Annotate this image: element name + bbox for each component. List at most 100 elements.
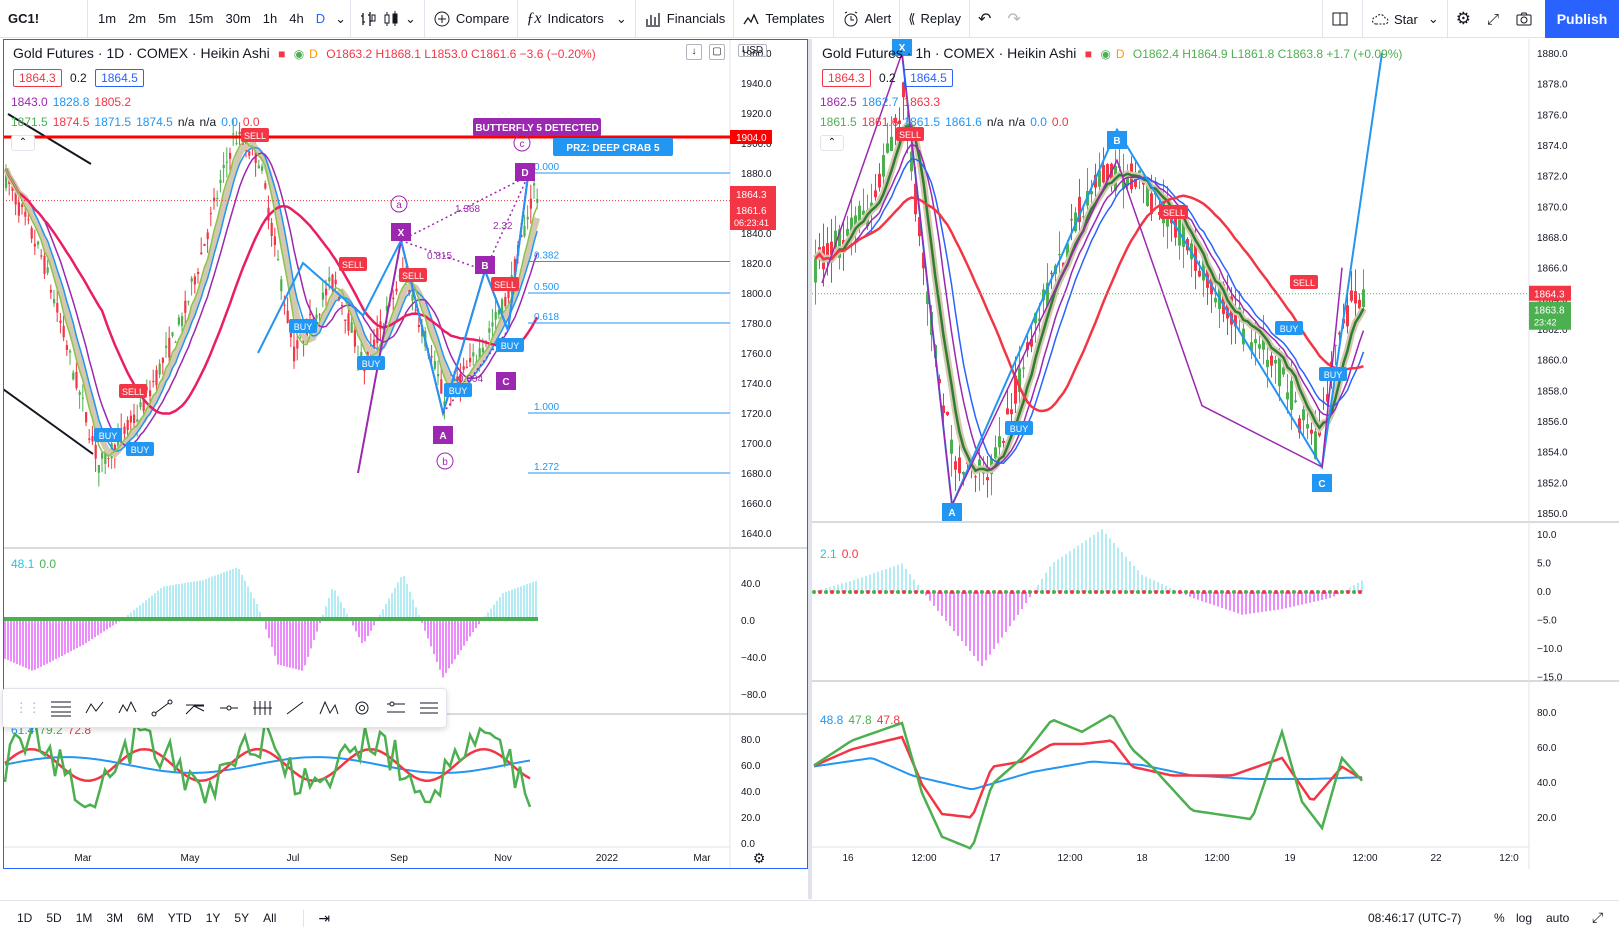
range-6m[interactable]: 6M	[137, 911, 154, 925]
timeframe-30m[interactable]: 30m	[225, 11, 251, 26]
abcd-pattern-tool-icon[interactable]	[78, 693, 111, 723]
range-3m[interactable]: 3M	[106, 911, 124, 925]
left-chart-canvas[interactable]: 1960.01940.01920.01900.01880.01860.01840…	[3, 39, 808, 899]
left-symbol-title[interactable]: Gold Futures · 1D · COMEX · Heikin Ashi	[13, 45, 270, 61]
parallel-channel-tool-icon[interactable]	[379, 693, 412, 723]
sell-price-box[interactable]: 1864.3	[13, 69, 62, 87]
financials-button[interactable]: Financials	[636, 0, 735, 38]
range-5y[interactable]: 5Y	[234, 911, 250, 925]
candle-body	[152, 380, 155, 383]
range-5d[interactable]: 5D	[46, 911, 62, 925]
elliott-wave-tool-icon[interactable]	[111, 693, 144, 723]
timeframe-15m[interactable]: 15m	[188, 11, 214, 26]
compare-button[interactable]: Compare	[425, 0, 519, 38]
osc-zero-dot	[1106, 590, 1110, 594]
left-chart-pane[interactable]: 1960.01940.01920.01900.01880.01860.01840…	[3, 39, 808, 899]
undo-button[interactable]: ↶	[970, 0, 999, 38]
chevron-down-icon[interactable]: ⌄	[335, 10, 347, 26]
horizontal-ray-tool-icon[interactable]	[212, 693, 245, 723]
collapse-legend-button[interactable]: ⌃	[11, 135, 35, 151]
right-chart-pane[interactable]: 1880.0 1878.0 1876.0 1874.0 1872.0 1870.0 1868…	[812, 39, 1619, 899]
range-all[interactable]: All	[263, 911, 277, 925]
osc-zero-dot	[1052, 590, 1056, 594]
trend-line	[7, 113, 92, 165]
currency-select[interactable]: USD	[738, 44, 768, 57]
clock-label[interactable]: 08:46:17 (UTC-7)	[1368, 911, 1462, 925]
osc-zero-dot	[1082, 590, 1086, 594]
range-1m[interactable]: 1M	[75, 911, 93, 925]
osc-zero-dot	[1268, 590, 1272, 594]
replay-button[interactable]: ⟪ Replay	[900, 0, 970, 38]
layout-button[interactable]	[1322, 0, 1362, 38]
osc-tick-label: 0.0	[741, 616, 755, 627]
fib-retracement-tool-icon[interactable]	[44, 693, 77, 723]
price-tick-label: 1868.0	[1537, 233, 1568, 244]
range-ytd[interactable]: YTD	[167, 911, 192, 925]
osc-zero-dot	[1286, 590, 1290, 594]
drag-handle[interactable]: ⋮⋮	[14, 700, 41, 715]
scroll-down-button[interactable]: ↓	[686, 44, 702, 60]
sell-price-box[interactable]: 1864.3	[822, 69, 871, 87]
last-close-label: 1863.8	[1534, 306, 1565, 317]
buy-price-box[interactable]: 1864.5	[95, 69, 144, 87]
hline-price-label-bg	[730, 130, 772, 144]
settings-button[interactable]: ⚙	[1448, 0, 1479, 38]
fullscreen-button[interactable]: ⤢	[1479, 0, 1507, 38]
candle-body	[344, 319, 347, 322]
snapshot-button[interactable]	[1507, 0, 1546, 38]
templates-button[interactable]: Templates	[734, 0, 834, 38]
gann-fan-tool-icon[interactable]	[245, 693, 278, 723]
candle-body	[133, 414, 136, 424]
ray-tool-icon[interactable]	[279, 693, 312, 723]
timeframe-1m[interactable]: 1m	[98, 11, 117, 26]
candle-body	[59, 320, 62, 324]
collapse-legend-button[interactable]: ⌃	[820, 135, 844, 151]
pattern-point-label: B	[481, 261, 488, 272]
bottom-toolbar: 1D 5D 1M 3M 6M YTD 1Y 5Y All ⇥ 08:46:17 …	[0, 900, 1619, 935]
pane-divider[interactable]	[808, 39, 812, 899]
candle-body	[174, 341, 177, 343]
chevron-down-icon[interactable]: ⌄	[1427, 11, 1439, 26]
publish-button[interactable]: Publish	[1545, 0, 1619, 38]
buy-price-box[interactable]: 1864.5	[904, 69, 953, 87]
trend-line-tool-icon[interactable]	[145, 693, 178, 723]
timeframe-1h[interactable]: 1h	[262, 11, 278, 26]
candle-body	[1334, 345, 1337, 347]
candle-body	[350, 322, 353, 333]
save-star-button[interactable]: Star ⌄	[1362, 0, 1448, 38]
right-chart-canvas[interactable]: 1880.01878.01876.01874.01872.01870.01868…	[812, 39, 1619, 899]
chevron-down-icon[interactable]: ⌄	[405, 10, 416, 26]
alert-button[interactable]: Alert	[834, 0, 901, 38]
right-symbol-title[interactable]: Gold Futures · 1h · COMEX · Heikin Ashi	[822, 45, 1077, 61]
timeframe-4h[interactable]: 4h	[289, 11, 304, 26]
symbol-search[interactable]: GC1!	[0, 0, 88, 38]
timeframe-2m[interactable]: 2m	[128, 11, 147, 26]
range-1y[interactable]: 1Y	[205, 911, 221, 925]
bar-chart-icon[interactable]	[359, 10, 377, 28]
goto-date-icon[interactable]: ⇥	[303, 909, 330, 927]
candle-body	[277, 258, 280, 260]
maximize-pane-button[interactable]: ▢	[709, 44, 725, 60]
regression-tool-icon[interactable]	[413, 693, 446, 723]
candle-body	[197, 272, 200, 274]
osc-value: 2.1	[820, 547, 837, 561]
ma-line-blue	[814, 158, 1365, 464]
candle-icon[interactable]	[382, 10, 400, 28]
fullscreen-icon[interactable]: ⤢	[1592, 909, 1604, 925]
auto-toggle[interactable]: auto	[1546, 911, 1570, 925]
log-toggle[interactable]: log	[1516, 911, 1533, 925]
osc-zero-dot	[1274, 590, 1278, 594]
redo-button[interactable]: ↷	[999, 0, 1028, 38]
candle-body	[533, 183, 536, 186]
range-1d[interactable]: 1D	[17, 911, 33, 925]
percent-toggle[interactable]: %	[1494, 911, 1505, 925]
spiral-tool-icon[interactable]	[346, 693, 379, 723]
range-group: 1D 5D 1M 3M 6M YTD 1Y 5Y All	[0, 911, 283, 925]
timeframe-d[interactable]: D	[315, 11, 326, 26]
xabcd-pattern-tool-icon[interactable]	[312, 693, 345, 723]
chevron-down-icon[interactable]: ⌄	[615, 10, 627, 26]
osc-line-red	[813, 735, 1363, 819]
indicators-button[interactable]: ƒx Indicators ⌄	[518, 0, 636, 38]
pitchfork-tool-icon[interactable]	[178, 693, 211, 723]
timeframe-5m[interactable]: 5m	[158, 11, 177, 26]
